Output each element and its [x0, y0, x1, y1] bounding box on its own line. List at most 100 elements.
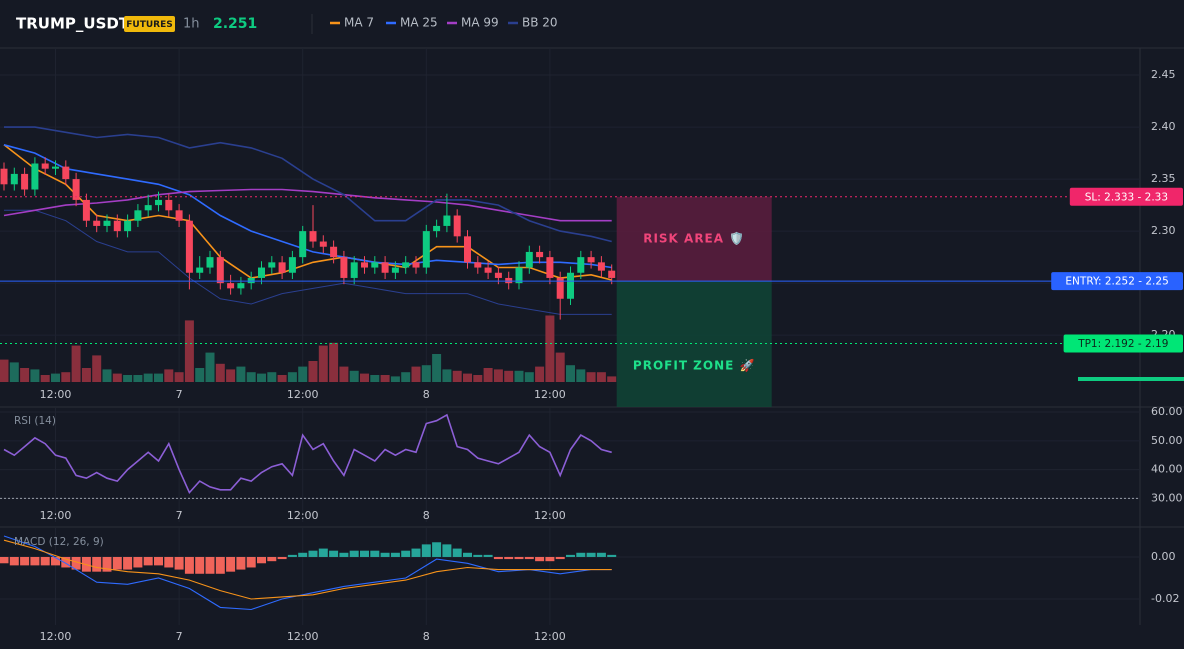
candle-body [556, 277, 564, 299]
volume-bar [463, 373, 472, 382]
volume-bar [298, 366, 308, 382]
histogram-bar [184, 556, 194, 574]
volume-bar [339, 366, 349, 382]
candle-body [155, 199, 162, 206]
histogram-bar [71, 556, 81, 570]
x-tick-label: 8 [423, 388, 430, 401]
histogram-bar [514, 556, 524, 560]
candle-body [247, 277, 255, 284]
histogram-bar [61, 556, 71, 568]
volume-bar [545, 315, 555, 382]
volume-bar [20, 368, 30, 382]
candle-body [299, 231, 307, 258]
badge-bg [124, 16, 175, 32]
rsi-line [3, 413, 612, 495]
volume-bar [576, 369, 586, 382]
volume-bar [112, 373, 122, 382]
histogram-bar [463, 552, 472, 557]
candle-body [474, 262, 482, 268]
ma-line [3, 188, 612, 222]
candle-body [288, 257, 296, 273]
price-marker [1078, 377, 1184, 381]
histogram-bar [370, 550, 380, 557]
histogram-bar [92, 556, 102, 572]
x-tick-label: 12:00 [40, 509, 72, 522]
candle-body [309, 231, 317, 242]
candle-body [82, 199, 90, 221]
histogram-bar [205, 556, 215, 574]
x-tick-label: 12:00 [287, 509, 319, 522]
histogram-bar [390, 552, 400, 557]
candle-body [319, 241, 327, 247]
candle-body [381, 262, 389, 273]
histogram-bar [483, 554, 493, 557]
volume-bar [493, 369, 503, 382]
volume-bar [329, 342, 339, 382]
histogram-bar [524, 556, 534, 560]
interval: 1h [183, 17, 200, 32]
candle-body [237, 283, 245, 289]
x-tick-label: 12:00 [534, 509, 566, 522]
candle-body [371, 262, 379, 268]
histogram-bar [112, 556, 122, 570]
histogram-bar [555, 556, 565, 560]
panel-title: MACD (12, 26, 9) [14, 536, 104, 548]
candle-body [268, 262, 276, 268]
x-tick-label: 12:00 [534, 388, 566, 401]
volume-bar [442, 369, 452, 382]
candle-body [494, 272, 502, 278]
y-tick-label: 2.45 [1151, 68, 1176, 81]
x-tick-label: 12:00 [287, 388, 319, 401]
histogram-bar [164, 556, 174, 568]
volume-bar [370, 375, 380, 382]
level-label: TP1: 2.192 - 2.19 [1077, 338, 1168, 350]
x-tick-label: 12:00 [40, 388, 72, 401]
volume-bar [81, 368, 91, 382]
candle-body [515, 267, 523, 284]
profit-zone [616, 281, 772, 407]
candle-body [391, 267, 399, 273]
candle-body [422, 231, 430, 268]
histogram-bar [102, 556, 112, 572]
histogram-bar [215, 556, 225, 574]
histogram-bar [318, 548, 328, 557]
legend-label: MA 99 [461, 16, 499, 30]
candle-body [31, 163, 39, 190]
histogram-bar [607, 554, 617, 557]
candle-body [567, 272, 574, 299]
histogram-bar [277, 556, 287, 560]
legend-label: MA 25 [400, 16, 438, 30]
volume-bar [318, 345, 328, 382]
candle-body [350, 262, 358, 278]
histogram-bar [298, 552, 308, 557]
candle-body [433, 225, 441, 232]
candle-body [402, 262, 410, 268]
histogram-bar [545, 556, 555, 562]
candle-body [0, 168, 8, 185]
histogram-bar [329, 550, 339, 557]
candle-body [608, 270, 616, 278]
candle-body [577, 257, 585, 273]
volume-bar [205, 352, 215, 382]
x-tick-label: 7 [176, 388, 183, 401]
histogram-bar [421, 544, 431, 557]
candle-body [10, 173, 18, 185]
volume-bar [390, 376, 400, 382]
volume-bar [514, 370, 524, 382]
volume-bar [9, 362, 19, 382]
volume-bar [92, 355, 102, 382]
risk-zone [616, 196, 772, 282]
candle-body [453, 215, 461, 237]
volume-bar [123, 375, 133, 382]
y-tick-label: 60.00 [1151, 405, 1183, 418]
candle-body [21, 173, 29, 190]
histogram-bar [257, 556, 266, 564]
candle-body [144, 205, 152, 211]
histogram-bar [380, 552, 390, 557]
volume-bar [308, 361, 318, 382]
panel-title: RSI (14) [14, 415, 56, 427]
volume-bar [257, 373, 266, 382]
candle-body [52, 166, 59, 169]
candle-body [597, 262, 605, 271]
volume-bar [452, 370, 462, 382]
